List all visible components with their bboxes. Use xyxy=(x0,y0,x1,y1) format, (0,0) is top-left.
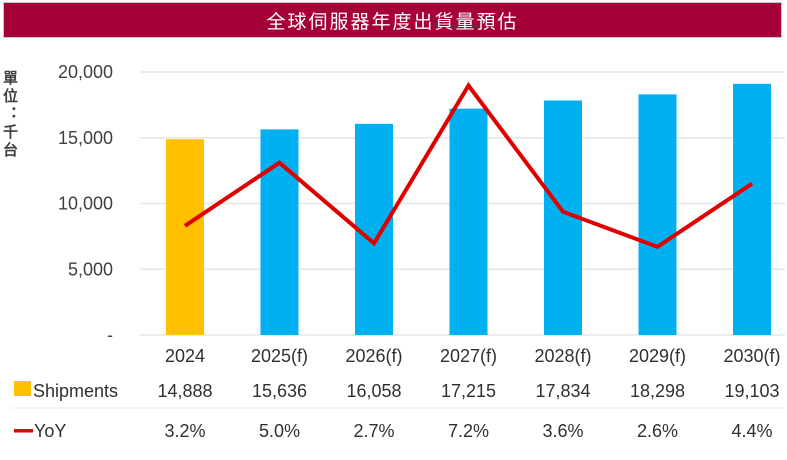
bar-2029(f) xyxy=(638,94,677,335)
x-tick-label: 2029(f) xyxy=(629,346,686,366)
yoy-value: 4.4% xyxy=(731,421,772,441)
bar-2027(f) xyxy=(449,108,488,336)
x-tick-label: 2024 xyxy=(165,346,205,366)
y-tick-label: - xyxy=(107,325,113,345)
bar-2030(f) xyxy=(733,83,771,335)
legend-swatch-shipments xyxy=(14,381,31,396)
yoy-value: 5.0% xyxy=(259,421,300,441)
yoy-value: 2.7% xyxy=(353,421,394,441)
legend-swatch-yoy xyxy=(14,429,33,433)
yoy-line-group xyxy=(183,81,754,250)
y-tick-label: 5,000 xyxy=(68,259,113,279)
yoy-value: 3.6% xyxy=(542,421,583,441)
data-table: Shipments YoY 14,888 15,636 16,058 17,215 17,8… xyxy=(12,381,785,441)
x-tick-label: 2027(f) xyxy=(440,346,497,366)
yoy-value: 2.6% xyxy=(637,421,678,441)
shipments-value: 16,058 xyxy=(346,381,401,401)
chart-title-bar: 全球伺服器年度出貨量預估 xyxy=(3,2,782,38)
x-axis-labels: 2024 2025(f) 2026(f) 2027(f) 2028(f) 2029(f) 2… xyxy=(165,346,781,366)
chart-title: 全球伺服器年度出貨量預估 xyxy=(266,10,519,33)
y-axis-ticks: - 5,000 10,000 15,000 20,000 xyxy=(58,62,113,345)
shipments-value: 15,636 xyxy=(252,381,307,401)
shipments-value: 19,103 xyxy=(724,381,779,401)
shipments-value: 17,215 xyxy=(441,381,496,401)
x-tick-label: 2030(f) xyxy=(723,346,780,366)
y-axis-label: 單位：千台 xyxy=(1,70,19,160)
bar-2026(f) xyxy=(355,123,393,335)
shipments-value: 18,298 xyxy=(630,381,685,401)
shipments-value: 17,834 xyxy=(535,381,590,401)
y-tick-label: 15,000 xyxy=(58,128,113,148)
x-tick-label: 2028(f) xyxy=(534,346,591,366)
legend-label-yoy: YoY xyxy=(34,421,66,441)
bar-2025(f) xyxy=(260,129,299,335)
y-tick-label: 10,000 xyxy=(58,194,113,214)
x-tick-label: 2026(f) xyxy=(345,346,402,366)
yoy-value: 3.2% xyxy=(164,421,205,441)
bar-2024 xyxy=(166,139,204,335)
y-tick-label: 20,000 xyxy=(58,62,113,82)
legend-label-shipments: Shipments xyxy=(33,381,118,401)
yoy-value: 7.2% xyxy=(448,421,489,441)
bars xyxy=(166,83,771,336)
shipments-value: 14,888 xyxy=(157,381,212,401)
x-tick-label: 2025(f) xyxy=(251,346,308,366)
